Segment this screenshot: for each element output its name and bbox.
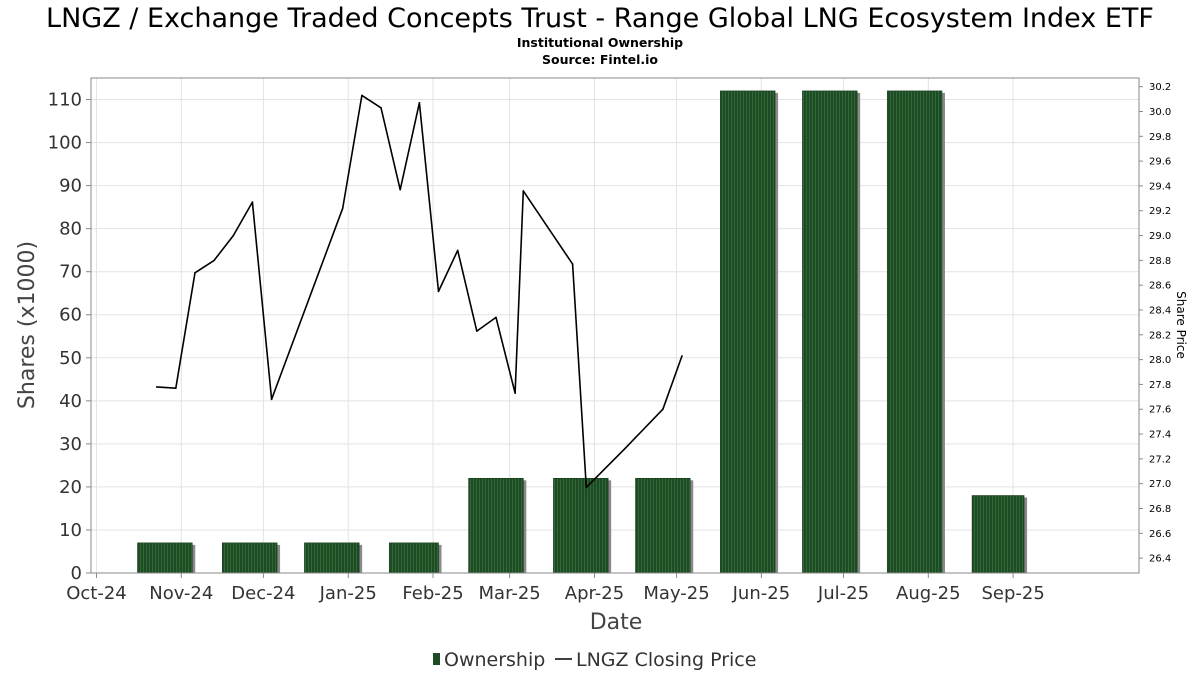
price-point-12 — [437, 290, 440, 293]
price-point-16 — [514, 392, 516, 394]
y-tick-label-8: 80 — [59, 219, 82, 240]
chart-subtitle-line-1: Institutional Ownership — [517, 35, 683, 50]
price-point-7 — [341, 207, 344, 210]
x-tick-label-7: May-25 — [643, 583, 709, 604]
x-tick-label-5: Mar-25 — [479, 583, 541, 604]
ownership-bar-10 — [971, 495, 1025, 574]
ownership-bar-8 — [802, 90, 858, 574]
x-tick-label-4: Feb-25 — [402, 583, 463, 604]
y2-tick-label-14: 29.2 — [1149, 206, 1171, 217]
y2-tick-label-8: 28.0 — [1149, 355, 1171, 366]
y2-tick-label-7: 27.8 — [1149, 380, 1171, 391]
y-tick-label-7: 70 — [59, 262, 82, 283]
chart-title: LNGZ / Exchange Traded Concepts Trust - … — [46, 3, 1154, 34]
price-point-6 — [270, 398, 273, 401]
y-tick-label-5: 50 — [59, 348, 82, 369]
y-tick-label-11: 110 — [48, 90, 82, 111]
y-tick-label-10: 100 — [48, 133, 82, 154]
y2-tick-label-12: 28.8 — [1149, 256, 1171, 267]
x-tick-label-11: Sep-25 — [981, 583, 1044, 604]
ownership-bar-5 — [553, 478, 609, 574]
x-tick-label-10: Aug-25 — [896, 583, 961, 604]
x-tick-label-2: Dec-24 — [231, 583, 295, 604]
x-tick-label-9: Jul-25 — [817, 583, 869, 604]
y2-axis-label: Share Price — [1174, 291, 1188, 359]
ownership-bar-6 — [635, 478, 691, 574]
price-point-4 — [232, 234, 235, 237]
ownership-bar-9 — [886, 90, 943, 574]
ownership-bar-7 — [720, 90, 776, 574]
y2-tick-label-2: 26.8 — [1149, 504, 1171, 515]
y2-tick-label-18: 30.0 — [1149, 107, 1171, 118]
x-tick-label-1: Nov-24 — [149, 583, 213, 604]
price-point-22 — [681, 355, 683, 357]
chart-subtitle-line-2: Source: Fintel.io — [542, 52, 658, 67]
price-point-5 — [251, 201, 254, 203]
ownership-bars — [137, 90, 1028, 574]
y2-tick-label-10: 28.4 — [1149, 305, 1171, 316]
ownership-bar-4 — [468, 478, 524, 574]
y-tick-label-3: 30 — [59, 434, 82, 455]
price-point-3 — [213, 259, 215, 262]
ownership-bar-1 — [222, 542, 278, 574]
ownership-bar-2 — [304, 542, 360, 574]
price-point-15 — [495, 316, 497, 319]
legend: Ownership LNGZ Closing Price — [433, 649, 756, 671]
y2-tick-label-5: 27.4 — [1149, 430, 1171, 441]
x-tick-label-6: Apr-25 — [565, 583, 624, 604]
y2-tick-label-16: 29.6 — [1149, 157, 1171, 168]
y2-tick-label-0: 26.4 — [1149, 554, 1171, 565]
y-tick-label-9: 90 — [59, 176, 82, 197]
y2-tick-label-9: 28.2 — [1149, 330, 1171, 341]
x-tick-label-3: Jan-25 — [319, 583, 377, 604]
left-axis-ticks: 0 10 20 30 40 50 60 70 80 90 100 110 — [48, 90, 91, 584]
price-point-10 — [399, 188, 402, 191]
price-point-21 — [662, 408, 664, 411]
legend-ownership-swatch — [433, 653, 440, 665]
right-axis-ticks: 26.4 26.6 26.8 27.0 27.2 27.4 27.6 27.8 28.0 28.2… — [1139, 82, 1171, 565]
price-point-17 — [522, 190, 525, 192]
y-tick-label-6: 60 — [59, 305, 82, 326]
y2-tick-label-3: 27.0 — [1149, 479, 1171, 490]
y2-tick-label-19: 30.2 — [1149, 82, 1171, 93]
y2-tick-label-13: 29.0 — [1149, 231, 1171, 242]
y2-tick-label-4: 27.2 — [1149, 454, 1171, 465]
price-point-18 — [571, 263, 574, 265]
x-tick-label-8: Jun-25 — [732, 583, 791, 604]
x-axis-ticks: Oct-24 Nov-24 Dec-24 Jan-25 Feb-25 Mar-25 Apr-… — [66, 573, 1045, 604]
y-tick-label-4: 40 — [59, 391, 82, 412]
y2-tick-label-17: 29.8 — [1149, 132, 1171, 143]
price-point-13 — [456, 249, 459, 252]
x-axis-label: Date — [590, 610, 643, 635]
plot-border — [90, 77, 1140, 574]
legend-ownership-label: Ownership — [444, 649, 545, 671]
y2-tick-label-1: 26.6 — [1149, 529, 1171, 540]
x-tick-label-0: Oct-24 — [66, 583, 127, 604]
y-axis-label: Shares (x1000) — [15, 241, 40, 409]
price-point-1 — [175, 387, 177, 389]
y2-tick-label-11: 28.6 — [1149, 281, 1171, 292]
y2-tick-label-15: 29.4 — [1149, 181, 1171, 192]
price-point-14 — [476, 330, 478, 332]
price-point-9 — [380, 106, 382, 109]
price-point-2 — [194, 271, 196, 274]
price-line-layer — [155, 94, 683, 489]
y2-tick-label-6: 27.6 — [1149, 405, 1171, 416]
price-point-19 — [585, 486, 588, 489]
plot-area — [91, 78, 1139, 573]
ownership-bar-0 — [137, 542, 193, 574]
y-tick-label-2: 20 — [59, 477, 82, 498]
y-tick-label-0: 0 — [71, 563, 82, 584]
ownership-bar-3 — [388, 542, 439, 574]
legend-price-label: LNGZ Closing Price — [576, 649, 756, 671]
y-tick-label-1: 10 — [59, 520, 82, 541]
price-point-0 — [155, 386, 158, 388]
price-point-11 — [418, 102, 421, 104]
price-point-20 — [623, 448, 626, 450]
price-point-8 — [361, 94, 363, 97]
